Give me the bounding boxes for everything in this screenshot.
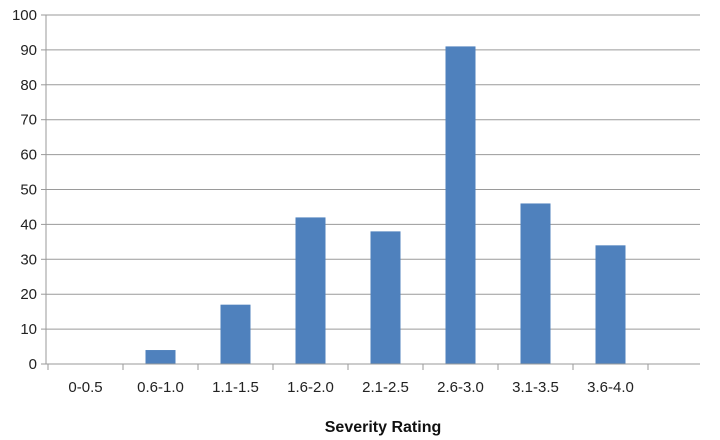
x-tick-label: 2.6-3.0 — [437, 379, 484, 396]
x-tick-label: 2.1-2.5 — [362, 379, 409, 396]
y-tick-label: 100 — [12, 7, 37, 24]
y-tick-label: 70 — [20, 112, 37, 129]
x-axis-title: Severity Rating — [325, 419, 441, 436]
bar-1.6-2.0 — [295, 217, 326, 364]
bar-3.6-4.0 — [595, 245, 626, 364]
x-tick-label: 3.1-3.5 — [512, 379, 559, 396]
x-tick-label: 1.6-2.0 — [287, 379, 334, 396]
x-tick-label: 0.6-1.0 — [137, 379, 184, 396]
y-tick-label: 40 — [20, 216, 37, 233]
x-tick-label: 0-0.5 — [68, 379, 102, 396]
bar-1.1-1.5 — [220, 304, 251, 364]
gridlines — [46, 14, 700, 330]
bar-2.6-3.0 — [445, 46, 476, 364]
x-tick-label: 3.6-4.0 — [587, 379, 634, 396]
axes — [41, 14, 700, 370]
y-axis-tick-labels: 0 10 20 30 40 50 60 70 80 90 100 — [12, 7, 37, 373]
y-tick-label: 30 — [20, 251, 37, 268]
x-axis-tick-labels: 0-0.5 0.6-1.0 1.1-1.5 1.6-2.0 2.1-2.5 2.6-3.0… — [68, 379, 633, 396]
bar-3.1-3.5 — [520, 203, 551, 364]
bar-0.6-1.0 — [145, 350, 176, 364]
y-tick-label: 0 — [29, 356, 37, 373]
x-tick-label: 1.1-1.5 — [212, 379, 259, 396]
y-tick-label: 50 — [20, 182, 37, 199]
y-tick-label: 20 — [20, 286, 37, 303]
bars — [145, 46, 626, 364]
bar-2.1-2.5 — [370, 231, 401, 364]
y-tick-label: 80 — [20, 77, 37, 94]
y-tick-label: 10 — [20, 321, 37, 338]
y-tick-label: 90 — [20, 42, 37, 59]
y-tick-label: 60 — [20, 147, 37, 164]
